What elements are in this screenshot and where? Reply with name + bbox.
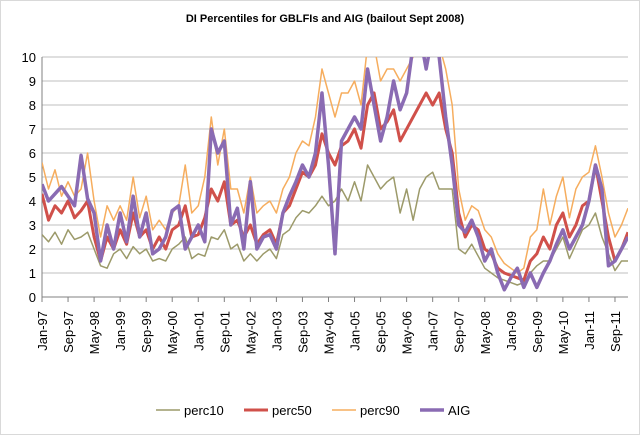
x-tick-label: May-98 bbox=[87, 311, 102, 354]
y-tick-label: 4 bbox=[29, 194, 36, 209]
x-tick-label: Jan-09 bbox=[504, 311, 519, 351]
x-tick-label: Sep-07 bbox=[452, 311, 467, 353]
y-tick-label: 0 bbox=[29, 290, 36, 305]
y-tick-label: 9 bbox=[29, 74, 36, 89]
x-tick-label: May-00 bbox=[165, 311, 180, 354]
x-tick-label: Sep-03 bbox=[295, 311, 310, 353]
y-tick-label: 10 bbox=[22, 50, 36, 65]
x-tick-label: May-06 bbox=[400, 311, 415, 354]
x-tick-label: Jan-01 bbox=[191, 311, 206, 351]
y-tick-label: 1 bbox=[29, 266, 36, 281]
x-tick-label: May-10 bbox=[556, 311, 571, 354]
x-tick-label: Sep-09 bbox=[530, 311, 545, 353]
y-tick-label: 7 bbox=[29, 122, 36, 137]
y-tick-label: 5 bbox=[29, 170, 36, 185]
y-tick-label: 3 bbox=[29, 218, 36, 233]
x-tick-label: May-08 bbox=[478, 311, 493, 354]
x-tick-label: Sep-11 bbox=[608, 311, 623, 352]
x-tick-label: Sep-05 bbox=[374, 311, 389, 353]
x-tick-label: May-04 bbox=[321, 311, 336, 354]
x-tick-label: Jan-05 bbox=[348, 311, 363, 351]
y-tick-label: 8 bbox=[29, 98, 36, 113]
y-tick-label: 2 bbox=[29, 242, 36, 257]
x-tick-label: May-02 bbox=[243, 311, 258, 354]
chart-title: DI Percentiles for GBLFIs and AIG (bailo… bbox=[186, 13, 465, 25]
legend-label: perc90 bbox=[360, 403, 400, 418]
x-tick-label: Jan-07 bbox=[426, 311, 441, 351]
x-tick-label: Jan-03 bbox=[269, 311, 284, 351]
x-tick-label: Sep-01 bbox=[217, 311, 232, 353]
x-tick-label: Jan-97 bbox=[35, 311, 50, 351]
plot-lines bbox=[42, 57, 628, 292]
x-tick-label: Sep-97 bbox=[61, 311, 76, 353]
x-tick-label: Jan-11 bbox=[582, 311, 597, 350]
legend-label: AIG bbox=[448, 403, 470, 418]
series-line bbox=[42, 57, 628, 292]
series-line bbox=[42, 57, 628, 274]
x-tick-label: Jan-99 bbox=[113, 311, 128, 351]
x-tick-label: Sep-99 bbox=[139, 311, 154, 353]
legend-label: perc50 bbox=[272, 403, 312, 418]
y-tick-label: 6 bbox=[29, 146, 36, 161]
legend-label: perc10 bbox=[184, 403, 224, 418]
